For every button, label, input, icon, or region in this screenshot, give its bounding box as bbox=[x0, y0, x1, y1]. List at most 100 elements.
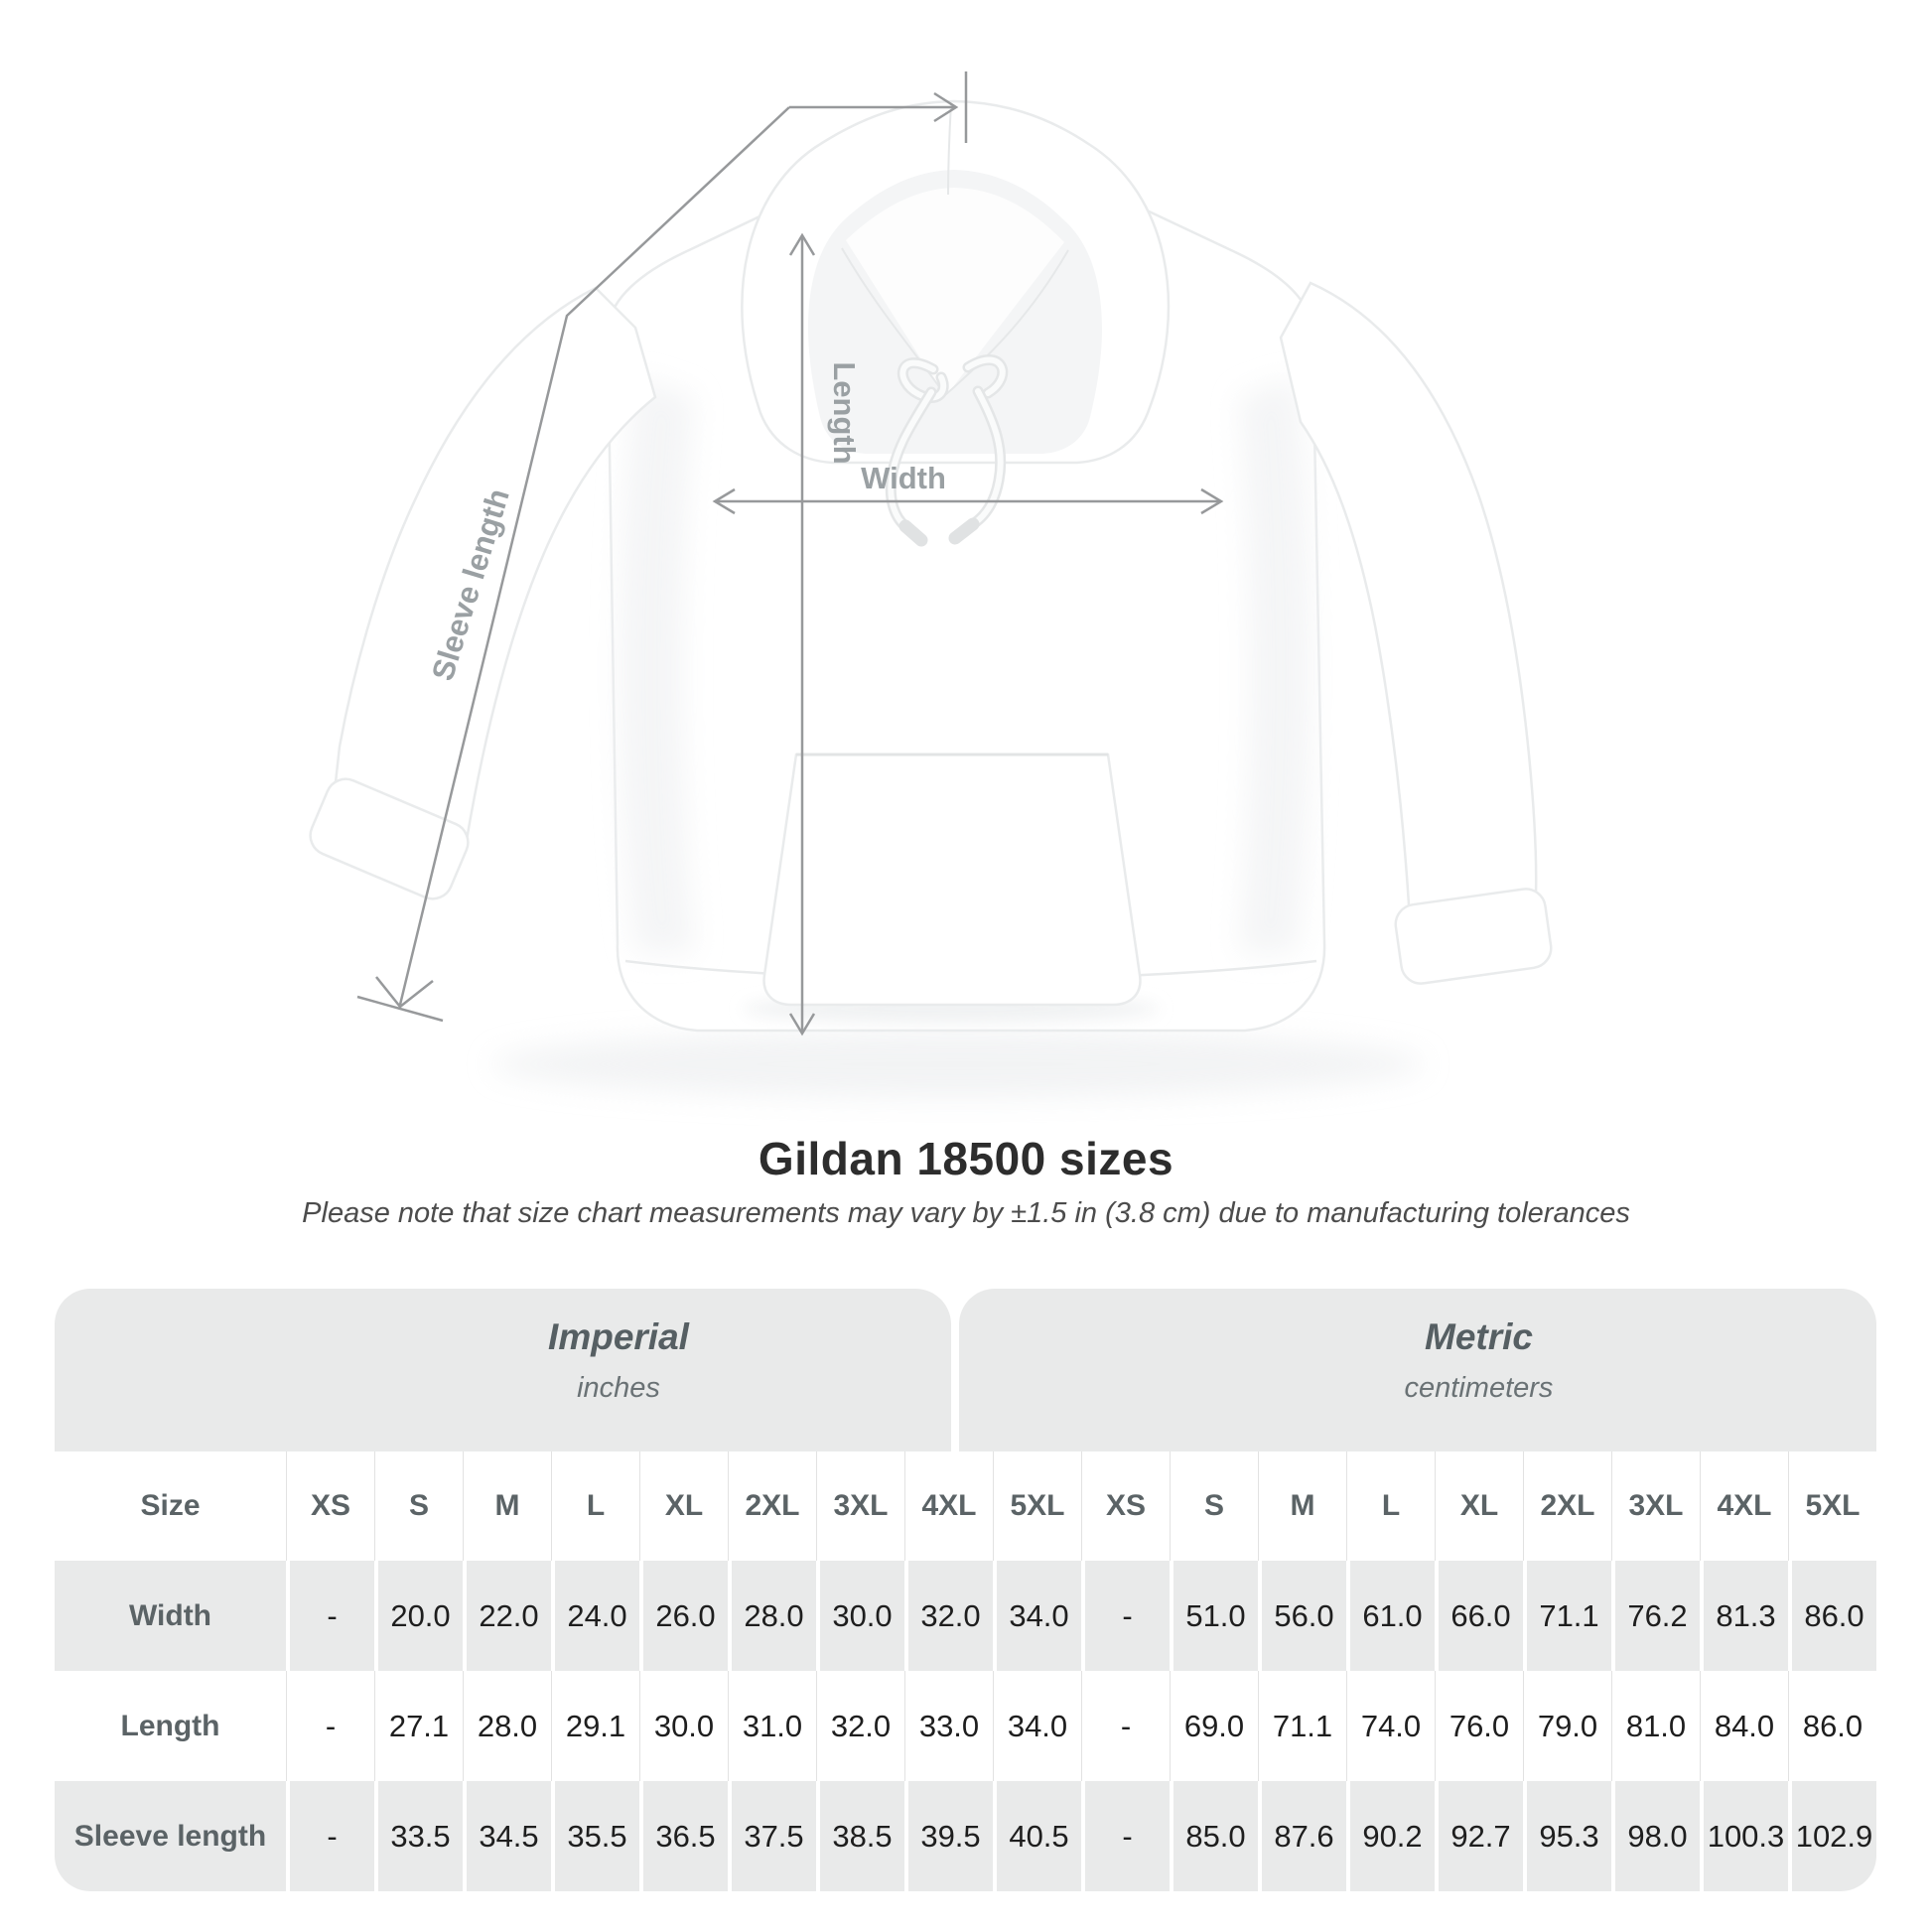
row-label: Length bbox=[120, 1709, 220, 1742]
sleeve-bottom-tick bbox=[356, 995, 444, 1023]
table-cell: 102.9 bbox=[1788, 1781, 1876, 1891]
table-cell: 32.0 bbox=[816, 1671, 904, 1781]
table-cell: 84.0 bbox=[1700, 1671, 1788, 1781]
table-cell: 37.5 bbox=[728, 1781, 816, 1891]
table-cell: - bbox=[1081, 1561, 1170, 1671]
size-header: XL bbox=[639, 1451, 728, 1561]
table-cell: 20.0 bbox=[374, 1561, 463, 1671]
table-cell: 24.0 bbox=[551, 1561, 639, 1671]
table-cell: 76.2 bbox=[1611, 1561, 1700, 1671]
sleeve-length-row: Sleeve length - 33.5 34.5 35.5 36.5 37.5… bbox=[55, 1781, 1876, 1891]
table-cell: 81.3 bbox=[1700, 1561, 1788, 1671]
size-header: S bbox=[374, 1451, 463, 1561]
metric-unit: centimeters bbox=[1404, 1372, 1554, 1404]
size-header: XS bbox=[1081, 1451, 1170, 1561]
size-header: L bbox=[551, 1451, 639, 1561]
size-header: L bbox=[1346, 1451, 1435, 1561]
table-cell: 76.0 bbox=[1435, 1671, 1523, 1781]
length-arrow-down bbox=[788, 1013, 816, 1036]
table-cell: 30.0 bbox=[816, 1561, 904, 1671]
table-cell: 51.0 bbox=[1170, 1561, 1258, 1671]
size-header: XL bbox=[1435, 1451, 1523, 1561]
table-cell: 79.0 bbox=[1523, 1671, 1611, 1781]
length-arrow-up bbox=[788, 232, 816, 256]
table-cell: 27.1 bbox=[374, 1671, 463, 1781]
table-cell: 38.5 bbox=[816, 1781, 904, 1891]
size-header: 2XL bbox=[1523, 1451, 1611, 1561]
metric-band: Metric centimeters bbox=[959, 1289, 1876, 1451]
table-cell: 29.1 bbox=[551, 1671, 639, 1781]
table-cell: 87.6 bbox=[1258, 1781, 1346, 1891]
table-cell: 56.0 bbox=[1258, 1561, 1346, 1671]
imperial-band: Imperial inches bbox=[55, 1289, 951, 1451]
table-cell: 98.0 bbox=[1611, 1781, 1700, 1891]
table-cell: 28.0 bbox=[728, 1561, 816, 1671]
imperial-label: Imperial bbox=[548, 1316, 689, 1357]
right-cuff bbox=[1394, 888, 1553, 985]
table-cell: - bbox=[286, 1781, 374, 1891]
table-cell: 86.0 bbox=[1788, 1561, 1876, 1671]
right-sleeve bbox=[1279, 281, 1538, 923]
table-cell: 95.3 bbox=[1523, 1781, 1611, 1891]
imperial-unit: inches bbox=[577, 1372, 660, 1404]
table-cell: 33.5 bbox=[374, 1781, 463, 1891]
row-label: Width bbox=[128, 1598, 212, 1632]
width-label: Width bbox=[861, 461, 946, 495]
sleeve-arrow-end bbox=[375, 976, 434, 1009]
table-cell: - bbox=[1081, 1781, 1170, 1891]
width-arrow-left bbox=[712, 487, 736, 515]
size-header: 2XL bbox=[728, 1451, 816, 1561]
drawstrings bbox=[885, 354, 1009, 547]
size-header: S bbox=[1170, 1451, 1258, 1561]
table-cell: 71.1 bbox=[1258, 1671, 1346, 1781]
table-cell: 33.0 bbox=[904, 1671, 993, 1781]
size-header: 4XL bbox=[904, 1451, 993, 1561]
table-cell: - bbox=[286, 1561, 374, 1671]
hood-top-seam bbox=[947, 102, 952, 196]
size-header: XS bbox=[286, 1451, 374, 1561]
hood-v-seam-left bbox=[841, 247, 946, 396]
table-cell: 66.0 bbox=[1435, 1561, 1523, 1671]
size-header: M bbox=[1258, 1451, 1346, 1561]
table-cell: 90.2 bbox=[1346, 1781, 1435, 1891]
size-header: 5XL bbox=[1788, 1451, 1876, 1561]
tolerance-note: Please note that size chart measurements… bbox=[302, 1197, 1630, 1229]
table-cell: 39.5 bbox=[904, 1781, 993, 1891]
aglet-right bbox=[948, 517, 980, 545]
table-cell: 34.0 bbox=[993, 1561, 1081, 1671]
table-cell: 32.0 bbox=[904, 1561, 993, 1671]
left-sleeve bbox=[334, 286, 657, 842]
body-shading-right bbox=[1239, 377, 1311, 953]
sleeve-arrow-right bbox=[933, 91, 959, 123]
hoodie-diagram: Width Length Sleeve length bbox=[309, 71, 1553, 1098]
table-cell: 61.0 bbox=[1346, 1561, 1435, 1671]
unit-band: Imperial inches Metric centimeters bbox=[55, 1289, 1876, 1451]
hoodie-shadow bbox=[491, 1031, 1425, 1098]
size-header: 3XL bbox=[1611, 1451, 1700, 1561]
table-cell: 71.1 bbox=[1523, 1561, 1611, 1671]
page-title: Gildan 18500 sizes bbox=[758, 1133, 1174, 1184]
table-cell: - bbox=[286, 1671, 374, 1781]
row-label: Sleeve length bbox=[73, 1819, 267, 1853]
hood-lining bbox=[846, 188, 1064, 397]
length-label: Length bbox=[827, 361, 862, 464]
length-row: Length - 27.1 28.0 29.1 30.0 31.0 32.0 3… bbox=[55, 1671, 1876, 1781]
body-shading-left bbox=[620, 377, 695, 953]
table-cell: - bbox=[1081, 1671, 1170, 1781]
table-cell: 28.0 bbox=[463, 1671, 551, 1781]
hood-v-seam-right bbox=[944, 249, 1069, 396]
table-cell: 30.0 bbox=[639, 1671, 728, 1781]
table-cell: 34.0 bbox=[993, 1671, 1081, 1781]
size-header: 3XL bbox=[816, 1451, 904, 1561]
metric-label: Metric bbox=[1425, 1316, 1533, 1357]
table-cell: 35.5 bbox=[551, 1781, 639, 1891]
size-col-header: Size bbox=[140, 1489, 201, 1522]
left-cuff bbox=[309, 777, 470, 900]
table-cell: 40.5 bbox=[993, 1781, 1081, 1891]
sleeve-diagonal-line bbox=[398, 106, 790, 1006]
table-cell: 92.7 bbox=[1435, 1781, 1523, 1891]
width-arrow-right bbox=[1200, 487, 1224, 515]
table-cell: 85.0 bbox=[1170, 1781, 1258, 1891]
table-cell: 36.5 bbox=[639, 1781, 728, 1891]
table-cell: 81.0 bbox=[1611, 1671, 1700, 1781]
